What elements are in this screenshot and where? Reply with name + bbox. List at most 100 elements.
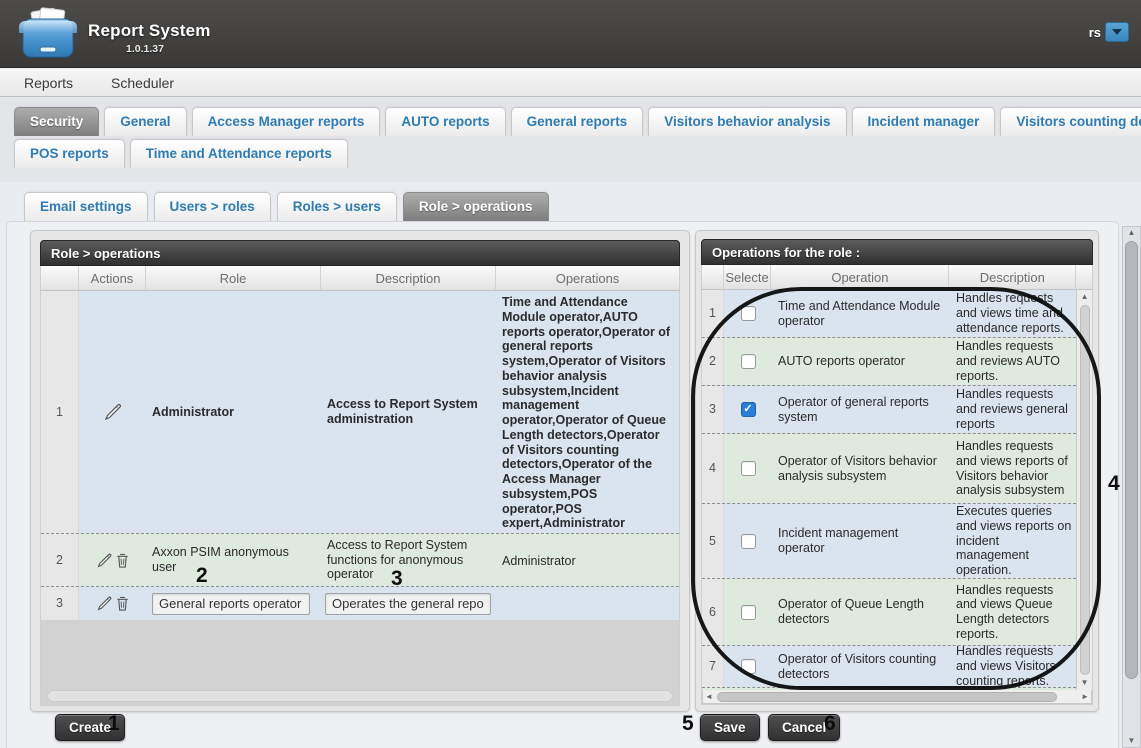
row-number: 7 (702, 646, 724, 687)
operation-checkbox[interactable] (740, 604, 756, 620)
row-actions (79, 587, 146, 620)
annotation-6-cancel: 6 (824, 712, 836, 735)
security-sub-tabs: Email settings Users > roles Roles > use… (24, 192, 549, 221)
tab-access-manager-reports[interactable]: Access Manager reports (191, 107, 381, 136)
user-menu-button[interactable] (1105, 22, 1129, 42)
description-cell: Executes queries and views reports on in… (956, 504, 1072, 578)
operation-row-1[interactable]: 1 Time and Attendance Module operator Ha… (702, 290, 1077, 337)
col-description: Description (949, 265, 1077, 289)
pencil-icon[interactable] (96, 595, 113, 612)
operation-checkbox[interactable] (740, 402, 756, 417)
scroll-up-icon[interactable]: ▲ (1080, 292, 1089, 301)
description-cell (321, 587, 496, 620)
tab-general-reports[interactable]: General reports (510, 107, 644, 136)
trash-icon[interactable] (115, 595, 130, 612)
main-tab-row-1: Security General Access Manager reports … (14, 107, 1141, 136)
row-actions (79, 534, 146, 586)
page-vertical-scrollbar[interactable]: ▲ ▼ (1122, 226, 1141, 748)
right-vertical-scrollbar[interactable]: ▲ ▼ (1076, 290, 1092, 690)
operation-row-4[interactable]: 4 Operator of Visitors behavior analysis… (702, 433, 1077, 503)
col-selected: Selecte (724, 265, 772, 289)
left-horizontal-scrollbar[interactable] (47, 690, 673, 702)
col-actions: Actions (79, 266, 146, 290)
operation-cell: Incident management operator (778, 526, 899, 555)
operation-row-7[interactable]: 7 Operator of Visitors counting detector… (702, 644, 1077, 688)
description-cell: Access to Report System administration (327, 397, 478, 426)
operations-cell (496, 587, 679, 620)
table-row-editing[interactable]: 3 (41, 586, 679, 620)
scroll-down-icon[interactable]: ▼ (1127, 736, 1136, 745)
tab-visitors-counting-detectors[interactable]: Visitors counting detectors (1000, 107, 1141, 136)
operation-checkbox[interactable] (740, 461, 756, 476)
app-title: Report System (88, 21, 211, 40)
selected-cell (724, 646, 772, 687)
operation-cell: AUTO reports operator (778, 354, 905, 369)
col-blank (702, 265, 724, 289)
col-scroll-spacer (1076, 265, 1092, 289)
annotation-4-operations-list: 4 (1108, 472, 1120, 495)
row-number: 6 (702, 579, 724, 645)
tab-users-roles[interactable]: Users > roles (153, 192, 271, 221)
scroll-right-icon[interactable]: ► (1081, 691, 1089, 701)
tab-roles-users[interactable]: Roles > users (276, 192, 397, 221)
selected-cell (724, 504, 772, 578)
pencil-icon[interactable] (103, 402, 123, 422)
operation-row-5[interactable]: 5 Incident management operator Executes … (702, 503, 1077, 578)
col-blank (41, 266, 79, 290)
operation-checkbox[interactable] (740, 306, 756, 321)
left-table-empty-area (41, 620, 679, 705)
scrollbar-thumb[interactable] (1079, 305, 1090, 675)
tab-security[interactable]: Security (14, 107, 100, 136)
description-cell: Handles requests and reviews AUTO report… (956, 339, 1060, 383)
trash-icon[interactable] (115, 552, 130, 569)
row-number: 2 (702, 338, 724, 385)
col-description: Description (321, 266, 496, 290)
tab-incident-manager[interactable]: Incident manager (851, 107, 996, 136)
scrollbar-thumb[interactable] (1125, 241, 1138, 679)
tab-auto-reports[interactable]: AUTO reports (385, 107, 506, 136)
operation-checkbox[interactable] (740, 354, 756, 369)
annotation-2-role-field: 2 (196, 564, 208, 587)
operation-cell: Operator of general reports system (778, 394, 929, 424)
table-row-anonymous-user[interactable]: 2 Axxon PSIM anonymous user Access to Re… (41, 533, 679, 586)
scroll-down-icon[interactable]: ▼ (1080, 678, 1089, 687)
pencil-icon[interactable] (96, 552, 113, 569)
menu-item-scheduler[interactable]: Scheduler (111, 74, 175, 91)
scrollbar-thumb[interactable] (716, 691, 1057, 702)
tab-visitors-behavior-analysis[interactable]: Visitors behavior analysis (648, 107, 847, 136)
app-version: 1.0.1.37 (126, 43, 164, 55)
right-horizontal-scrollbar[interactable]: ◄ ► (702, 690, 1092, 704)
save-button[interactable]: Save (700, 714, 760, 741)
operation-cell: Operator of Visitors behavior analysis s… (778, 453, 937, 483)
role-name-input[interactable] (152, 592, 310, 615)
tab-general[interactable]: General (104, 107, 187, 136)
right-table-header: Selecte Operation Description (701, 265, 1093, 290)
operation-row-3[interactable]: 3 Operator of general reports system Han… (702, 385, 1077, 433)
create-button[interactable]: Create (55, 714, 126, 741)
row-number: 5 (702, 504, 724, 578)
description-cell: Handles requests and views time and atte… (956, 291, 1064, 335)
tab-email-settings[interactable]: Email settings (24, 192, 148, 221)
operation-row-6[interactable]: 6 Operator of Queue Length detectors Han… (702, 578, 1077, 645)
right-table-title: Operations for the role : (701, 239, 1093, 265)
operation-checkbox[interactable] (740, 659, 756, 674)
scroll-up-icon[interactable]: ▲ (1127, 228, 1136, 237)
row-number: 3 (41, 587, 79, 620)
cancel-button[interactable]: Cancel (768, 714, 841, 741)
tab-pos-reports[interactable]: POS reports (14, 139, 125, 168)
selected-cell (724, 338, 772, 385)
operation-row-2[interactable]: 2 AUTO reports operator Handles requests… (702, 337, 1077, 385)
tab-time-and-attendance-reports[interactable]: Time and Attendance reports (129, 139, 348, 168)
table-row-administrator[interactable]: 1 Administrator Access to Report System … (41, 291, 679, 533)
operation-checkbox[interactable] (740, 533, 756, 549)
selected-cell (724, 290, 772, 337)
scroll-left-icon[interactable]: ◄ (705, 691, 713, 701)
row-number: 3 (702, 386, 724, 433)
annotation-3-description-field: 3 (391, 567, 403, 590)
menu-item-reports[interactable]: Reports (24, 74, 74, 91)
row-number: 4 (702, 434, 724, 503)
role-description-input[interactable] (325, 592, 491, 615)
right-table-body: 1 Time and Attendance Module operator Ha… (701, 290, 1093, 705)
tab-role-operations[interactable]: Role > operations (402, 192, 549, 221)
selected-cell (724, 386, 772, 433)
